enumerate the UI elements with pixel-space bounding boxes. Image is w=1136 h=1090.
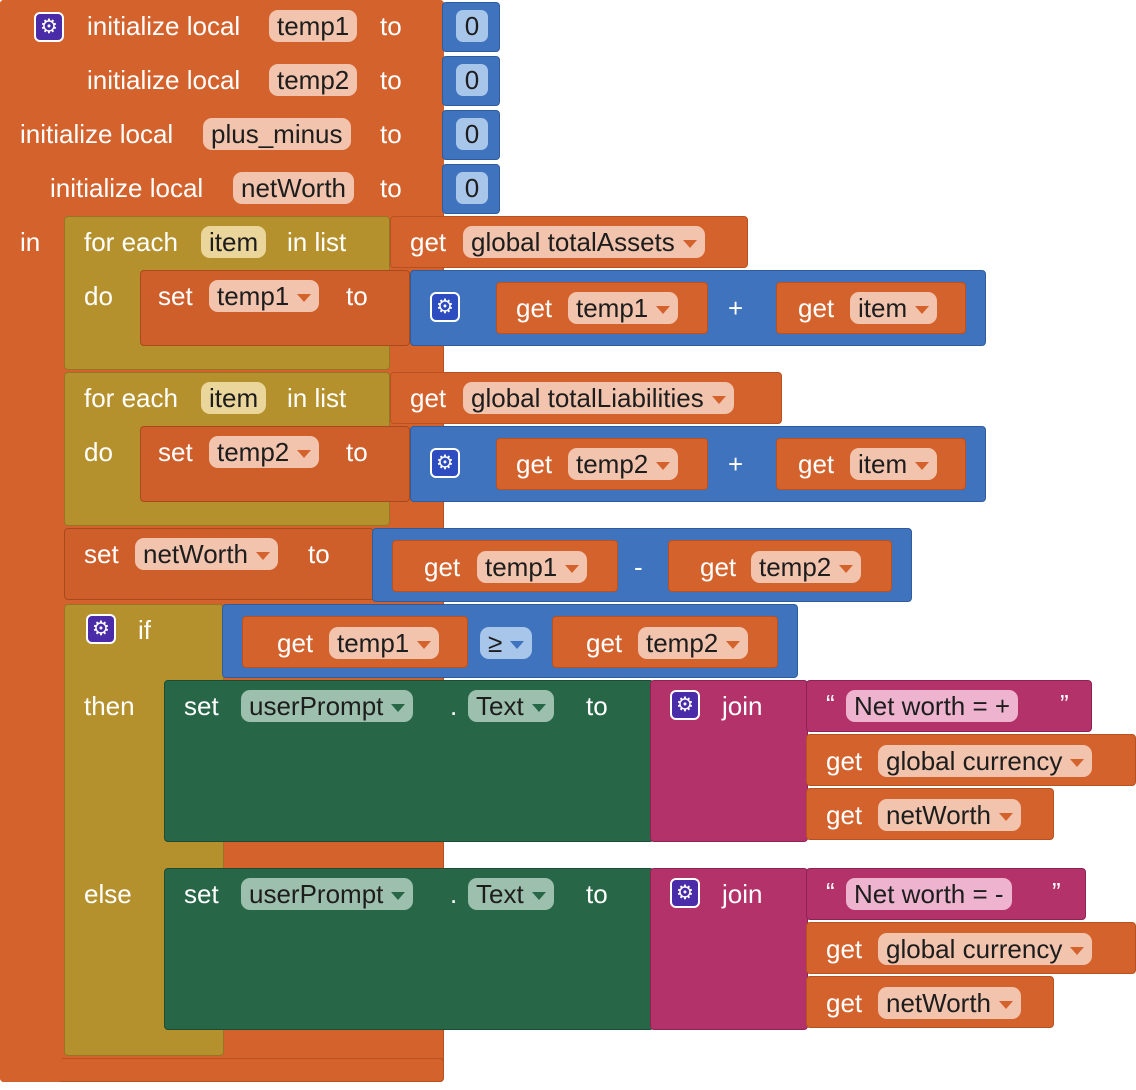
then-set-label: set	[184, 691, 219, 721]
init-to-label-4: to	[380, 173, 402, 203]
then-component-dropdown[interactable]: userPrompt	[241, 690, 414, 722]
in-list-label-2: in list	[287, 383, 347, 413]
if-label: if	[138, 615, 151, 645]
set-var-dropdown-2[interactable]: temp2	[209, 436, 320, 468]
plus-operator-1: +	[728, 293, 744, 323]
get-var-dropdown-1a[interactable]: temp1	[568, 292, 679, 324]
else-dot: .	[450, 879, 458, 909]
for-each-label-1: for each	[84, 227, 178, 257]
get-var-dropdown-sub-b[interactable]: temp2	[751, 551, 862, 583]
list-var-dropdown-2[interactable]: global totalLiabilities	[463, 382, 734, 414]
get-label-list-1: get	[410, 227, 447, 257]
number-value-4[interactable]: 0	[456, 172, 488, 204]
init-label-4: initialize local	[50, 173, 204, 203]
math-mutator-gear-icon-1[interactable]: ⚙	[430, 292, 460, 322]
get-label-1b: get	[798, 293, 835, 323]
then-to-label: to	[586, 691, 608, 721]
open-quote-then: “	[826, 689, 835, 719]
init-to-label-2: to	[380, 65, 402, 95]
get-label-list-2: get	[410, 383, 447, 413]
set-label-2: set	[158, 437, 193, 467]
do-label-1: do	[84, 281, 113, 311]
get-label-1a: get	[516, 293, 553, 323]
join-mutator-gear-icon-then[interactable]: ⚙	[670, 690, 700, 720]
else-to-label: to	[586, 879, 608, 909]
join-mutator-gear-icon-else[interactable]: ⚙	[670, 878, 700, 908]
get-var-dropdown-cmp-b[interactable]: temp2	[638, 627, 749, 659]
in-list-label-1: in list	[287, 227, 347, 257]
in-label: in	[20, 227, 41, 257]
currency-dropdown-then[interactable]: global currency	[878, 745, 1093, 777]
get-label-2a: get	[516, 449, 553, 479]
set-var-dropdown-1[interactable]: temp1	[209, 280, 320, 312]
text-value-then[interactable]: Net worth = +	[846, 690, 1019, 722]
then-dot: .	[450, 691, 458, 721]
else-property-dropdown[interactable]: Text	[468, 878, 554, 910]
get-label-currency-else: get	[826, 934, 863, 964]
list-var-dropdown-1[interactable]: global totalAssets	[463, 226, 705, 258]
init-label-3: initialize local	[20, 119, 174, 149]
minus-operator: -	[634, 552, 643, 582]
get-label-networth-else: get	[826, 988, 863, 1018]
get-label-2b: get	[798, 449, 835, 479]
for-each-label-2: for each	[84, 383, 178, 413]
compare-operator-dropdown[interactable]: ≥	[480, 627, 533, 659]
set-networth-to-label: to	[308, 539, 330, 569]
plus-operator-2: +	[728, 449, 744, 479]
init-mutator-gear-icon[interactable]: ⚙	[34, 12, 64, 42]
set-networth-label: set	[84, 539, 119, 569]
init-to-label-1: to	[380, 11, 402, 41]
get-var-dropdown-1b[interactable]: item	[850, 292, 938, 324]
set-networth-var-dropdown[interactable]: netWorth	[135, 538, 279, 570]
text-value-else[interactable]: Net worth = -	[846, 878, 1012, 910]
do-label-2: do	[84, 437, 113, 467]
init-label-2: initialize local	[87, 65, 241, 95]
number-value-3[interactable]: 0	[456, 118, 488, 150]
else-component-dropdown[interactable]: userPrompt	[241, 878, 414, 910]
number-value-2[interactable]: 0	[456, 64, 488, 96]
initialize-local-spine	[0, 0, 62, 1082]
init-var-name-networth[interactable]: netWorth	[233, 172, 355, 204]
math-mutator-gear-icon-2[interactable]: ⚙	[430, 448, 460, 478]
init-var-name-temp1[interactable]: temp1	[269, 10, 358, 42]
then-label: then	[84, 691, 135, 721]
close-quote-else: ”	[1052, 877, 1061, 907]
else-set-label: set	[184, 879, 219, 909]
initialize-local-header	[0, 0, 444, 216]
get-var-dropdown-cmp-a[interactable]: temp1	[329, 627, 440, 659]
join-label-then: join	[722, 691, 763, 721]
networth-dropdown-then[interactable]: netWorth	[878, 799, 1022, 831]
for-each-var-1[interactable]: item	[201, 226, 267, 258]
get-label-networth-then: get	[826, 800, 863, 830]
get-var-dropdown-2b[interactable]: item	[850, 448, 938, 480]
open-quote-else: “	[826, 877, 835, 907]
join-label-else: join	[722, 879, 763, 909]
for-each-var-2[interactable]: item	[201, 382, 267, 414]
get-label-sub-b: get	[700, 552, 737, 582]
else-label: else	[84, 879, 132, 909]
get-label-sub-a: get	[424, 552, 461, 582]
then-property-dropdown[interactable]: Text	[468, 690, 554, 722]
init-var-name-plus-minus[interactable]: plus_minus	[203, 118, 351, 150]
get-var-dropdown-2a[interactable]: temp2	[568, 448, 679, 480]
get-var-dropdown-sub-a[interactable]: temp1	[477, 551, 588, 583]
set-label-1: set	[158, 281, 193, 311]
get-label-cmp-a: get	[277, 628, 314, 658]
init-to-label-3: to	[380, 119, 402, 149]
number-value-1[interactable]: 0	[456, 10, 488, 42]
get-label-currency-then: get	[826, 746, 863, 776]
set-to-label-1: to	[346, 281, 368, 311]
get-label-cmp-b: get	[586, 628, 623, 658]
initialize-local-footer	[0, 1058, 444, 1082]
currency-dropdown-else[interactable]: global currency	[878, 933, 1093, 965]
init-label-1: initialize local	[87, 11, 241, 41]
init-var-name-temp2[interactable]: temp2	[269, 64, 358, 96]
set-to-label-2: to	[346, 437, 368, 467]
networth-dropdown-else[interactable]: netWorth	[878, 987, 1022, 1019]
if-mutator-gear-icon[interactable]: ⚙	[86, 614, 116, 644]
close-quote-then: ”	[1060, 689, 1069, 719]
